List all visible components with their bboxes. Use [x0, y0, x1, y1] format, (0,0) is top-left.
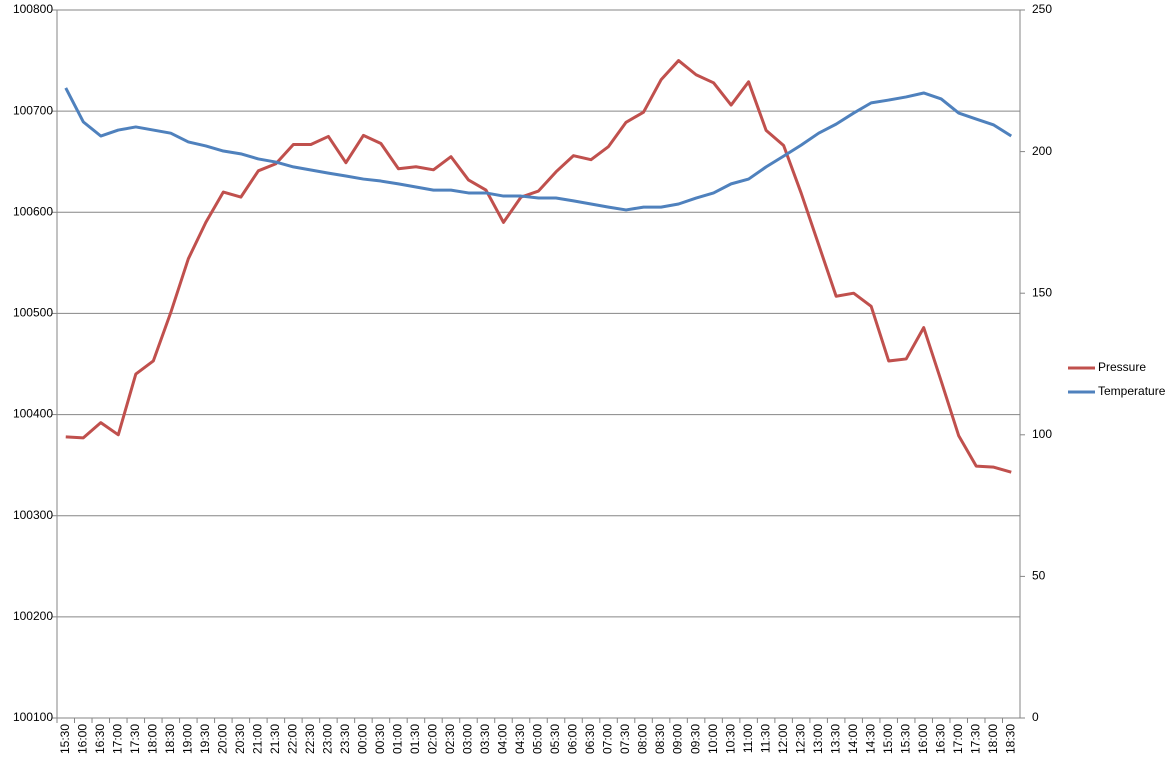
x-tick-label: 21:00 — [251, 724, 265, 754]
y-tick-label: 100200 — [13, 609, 53, 623]
y2-tick-label: 150 — [1032, 285, 1052, 299]
x-tick-label: 11:30 — [758, 724, 772, 753]
x-tick-label: 00:30 — [373, 724, 387, 754]
legend-label: Temperature — [1098, 384, 1166, 398]
x-tick-label: 22:30 — [303, 724, 317, 754]
x-tick-label: 23:30 — [338, 724, 352, 754]
y2-tick-label: 0 — [1032, 710, 1039, 724]
y2-tick-label: 50 — [1032, 569, 1046, 583]
x-tick-label: 08:30 — [653, 724, 667, 754]
series-line — [65, 59, 1012, 474]
y-tick-label: 100100 — [13, 710, 53, 724]
x-tick-label: 13:30 — [828, 724, 842, 754]
x-tick-label: 23:00 — [321, 724, 335, 754]
x-tick-label: 18:30 — [163, 724, 177, 754]
x-tick-label: 13:00 — [811, 724, 825, 754]
x-tick-label: 15:30 — [898, 724, 912, 754]
x-tick-label: 10:30 — [723, 724, 737, 754]
x-tick-label: 17:30 — [128, 724, 142, 754]
y-tick-label: 100600 — [13, 204, 53, 218]
x-tick-label: 08:00 — [636, 724, 650, 754]
y2-tick-label: 200 — [1032, 144, 1052, 158]
x-tick-label: 11:00 — [741, 724, 755, 753]
x-tick-label: 18:00 — [986, 724, 1000, 754]
x-tick-label: 18:00 — [145, 724, 159, 754]
x-tick-label: 20:30 — [233, 724, 247, 754]
x-tick-label: 16:30 — [933, 724, 947, 754]
x-tick-label: 06:00 — [566, 724, 580, 754]
x-tick-label: 07:00 — [601, 724, 615, 754]
x-tick-label: 03:30 — [478, 724, 492, 754]
x-tick-label: 04:30 — [513, 724, 527, 754]
x-tick-label: 14:00 — [846, 724, 860, 754]
x-tick-label: 10:00 — [706, 724, 720, 754]
y2-tick-label: 250 — [1032, 2, 1052, 16]
x-tick-label: 12:30 — [793, 724, 807, 754]
x-tick-label: 12:00 — [776, 724, 790, 754]
x-tick-label: 15:00 — [881, 724, 895, 754]
series-line — [64, 87, 1013, 212]
x-tick-label: 18:30 — [1003, 724, 1017, 754]
x-tick-label: 02:30 — [443, 724, 457, 754]
x-tick-label: 17:30 — [968, 724, 982, 754]
x-tick-label: 04:00 — [496, 724, 510, 754]
x-tick-label: 17:00 — [110, 724, 124, 754]
x-tick-label: 19:00 — [180, 724, 194, 754]
x-tick-label: 14:30 — [863, 724, 877, 754]
x-tick-label: 01:30 — [408, 724, 422, 754]
y-tick-label: 100700 — [13, 103, 53, 117]
x-tick-label: 02:00 — [426, 724, 440, 754]
x-tick-label: 06:30 — [583, 724, 597, 754]
x-tick-label: 15:30 — [58, 724, 72, 754]
x-tick-label: 16:00 — [75, 724, 89, 754]
x-tick-label: 22:00 — [286, 724, 300, 754]
x-tick-label: 07:30 — [618, 724, 632, 754]
x-tick-label: 05:30 — [548, 724, 562, 754]
x-tick-label: 05:00 — [531, 724, 545, 754]
y-tick-label: 100400 — [13, 407, 53, 421]
x-tick-label: 20:00 — [216, 724, 230, 754]
legend-label: Pressure — [1098, 360, 1146, 374]
y-tick-label: 100500 — [13, 306, 53, 320]
y2-tick-label: 100 — [1032, 427, 1052, 441]
y-tick-label: 100300 — [13, 508, 53, 522]
x-tick-label: 19:30 — [198, 724, 212, 754]
x-tick-label: 17:00 — [951, 724, 965, 754]
x-tick-label: 03:00 — [461, 724, 475, 754]
x-tick-label: 01:00 — [391, 724, 405, 754]
x-tick-label: 16:00 — [916, 724, 930, 754]
x-tick-label: 09:30 — [688, 724, 702, 754]
x-tick-label: 00:00 — [356, 724, 370, 754]
x-tick-label: 21:30 — [268, 724, 282, 754]
x-tick-label: 09:00 — [671, 724, 685, 754]
y-tick-label: 100800 — [13, 2, 53, 16]
x-tick-label: 16:30 — [93, 724, 107, 754]
